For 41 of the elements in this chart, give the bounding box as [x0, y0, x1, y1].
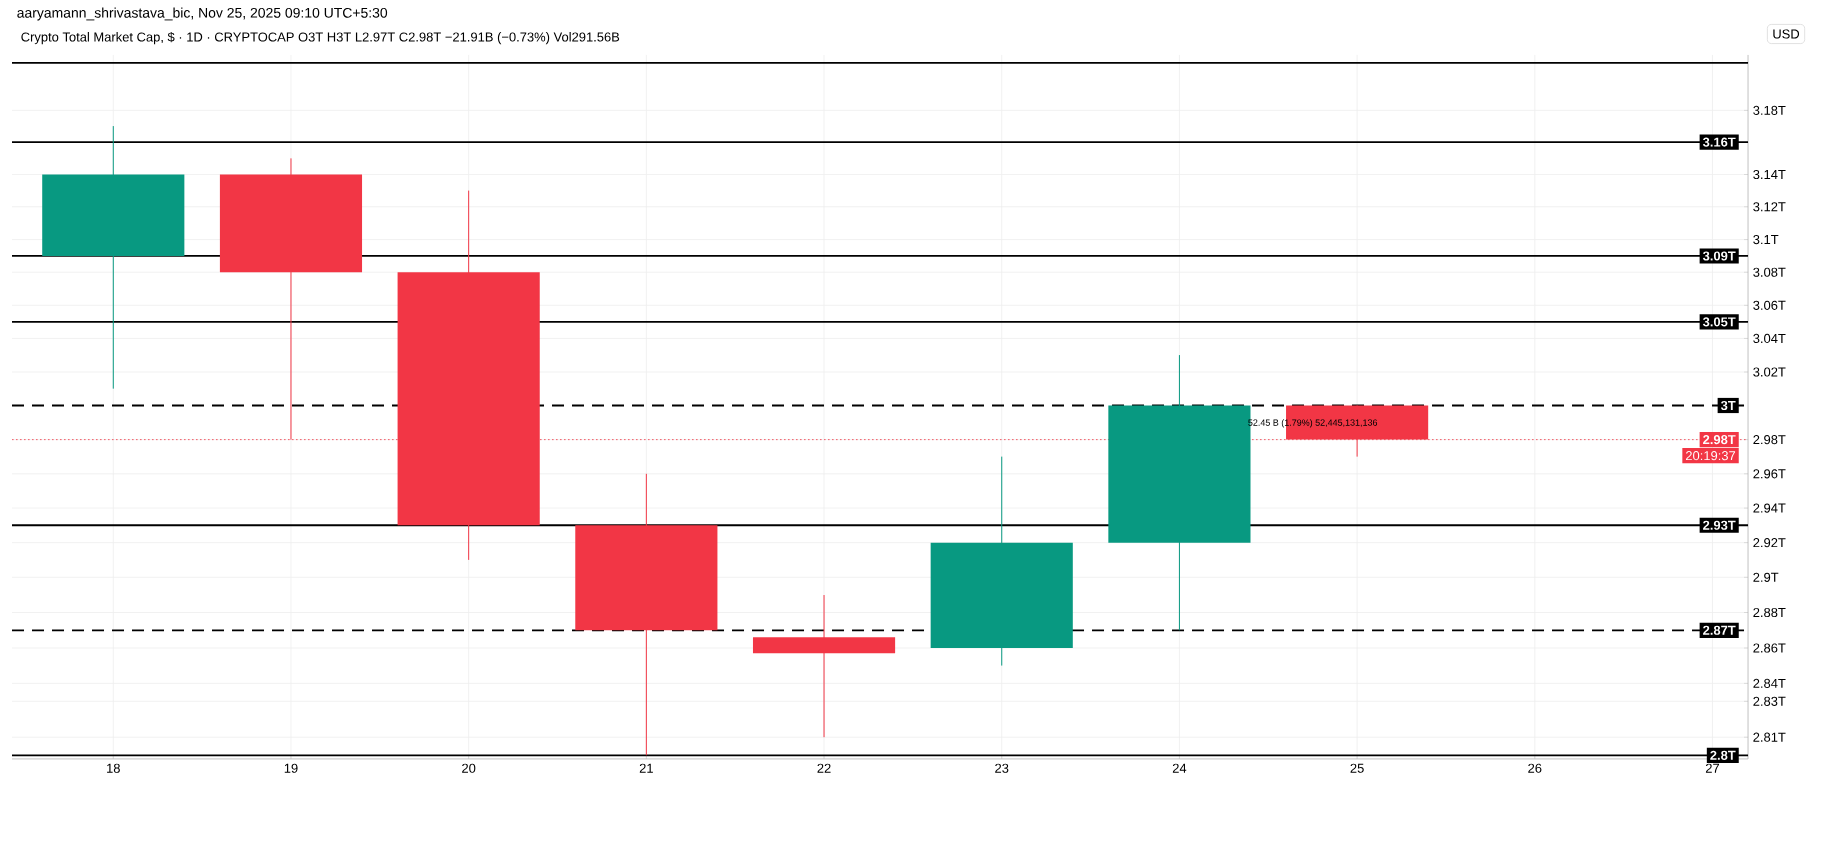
x-tick-label: 26	[1528, 763, 1542, 773]
y-tick-label: 3.08T	[1753, 267, 1786, 277]
y-axis-title: USD	[1773, 29, 1800, 39]
annotation: 20:19:37	[1685, 451, 1736, 461]
y-tick-label: 2.96T	[1753, 469, 1786, 479]
x-tick-label: 18	[107, 763, 120, 773]
x-tick-label: 19	[284, 763, 298, 773]
candlestick	[752, 594, 896, 738]
y-tick-label: 3.04T	[1753, 333, 1786, 344]
x-tick-label: 25	[1350, 763, 1364, 773]
x-tick-label: 23	[995, 763, 1009, 773]
chart-subtitle: aaryamann_shrivastava_bic, Nov 25, 2025 09:10 UTC+5:30	[17, 7, 388, 21]
ref-line-label: 3.16T	[1702, 137, 1736, 147]
ref-line-label: 3.09T	[1702, 251, 1736, 261]
y-tick-label: 2.83T	[1753, 696, 1786, 706]
y-tick-label: 3.14T	[1753, 169, 1786, 180]
x-tick-label: 24	[1172, 763, 1187, 773]
y-tick-label: 3.1T	[1753, 234, 1779, 245]
x-tick-label: 20	[462, 763, 476, 773]
y-tick-label: 2.86T	[1753, 643, 1786, 653]
y-tick-label: 3.18T	[1753, 105, 1786, 115]
y-tick-label: 2.98T	[1753, 435, 1786, 445]
chart-title: Crypto Total Market Cap, $ · 1D · CRYPTOCAP O3T H3T L2.97T C2.98T −21.91B (−0.73%) Vol291.56B	[21, 31, 620, 45]
y-tick-label: 3.02T	[1753, 367, 1786, 377]
x-tick-label: 22	[817, 763, 831, 773]
y-tick-label: 2.81T	[1753, 732, 1786, 742]
y-tick-label: 2.88T	[1753, 607, 1786, 618]
x-tick-label: 27	[1705, 763, 1720, 773]
y-tick-label: 2.9T	[1753, 572, 1779, 582]
ref-line-label: 2.8T	[1710, 750, 1736, 760]
ref-line-label: 3T	[1720, 400, 1736, 411]
y-tick-label: 3.12T	[1753, 202, 1786, 212]
x-tick-label: 21	[639, 763, 653, 773]
ref-line-label: 2.98T	[1703, 435, 1736, 445]
ref-line-label: 3.05T	[1702, 317, 1736, 327]
y-tick-label: 2.92T	[1753, 538, 1786, 548]
ref-line-label: 2.87T	[1703, 625, 1736, 635]
y-tick-label: 2.84T	[1753, 678, 1786, 688]
ref-line-label: 2.93T	[1703, 520, 1736, 530]
y-tick-label: 2.94T	[1753, 503, 1786, 513]
y-tick-label: 3.06T	[1753, 300, 1786, 310]
